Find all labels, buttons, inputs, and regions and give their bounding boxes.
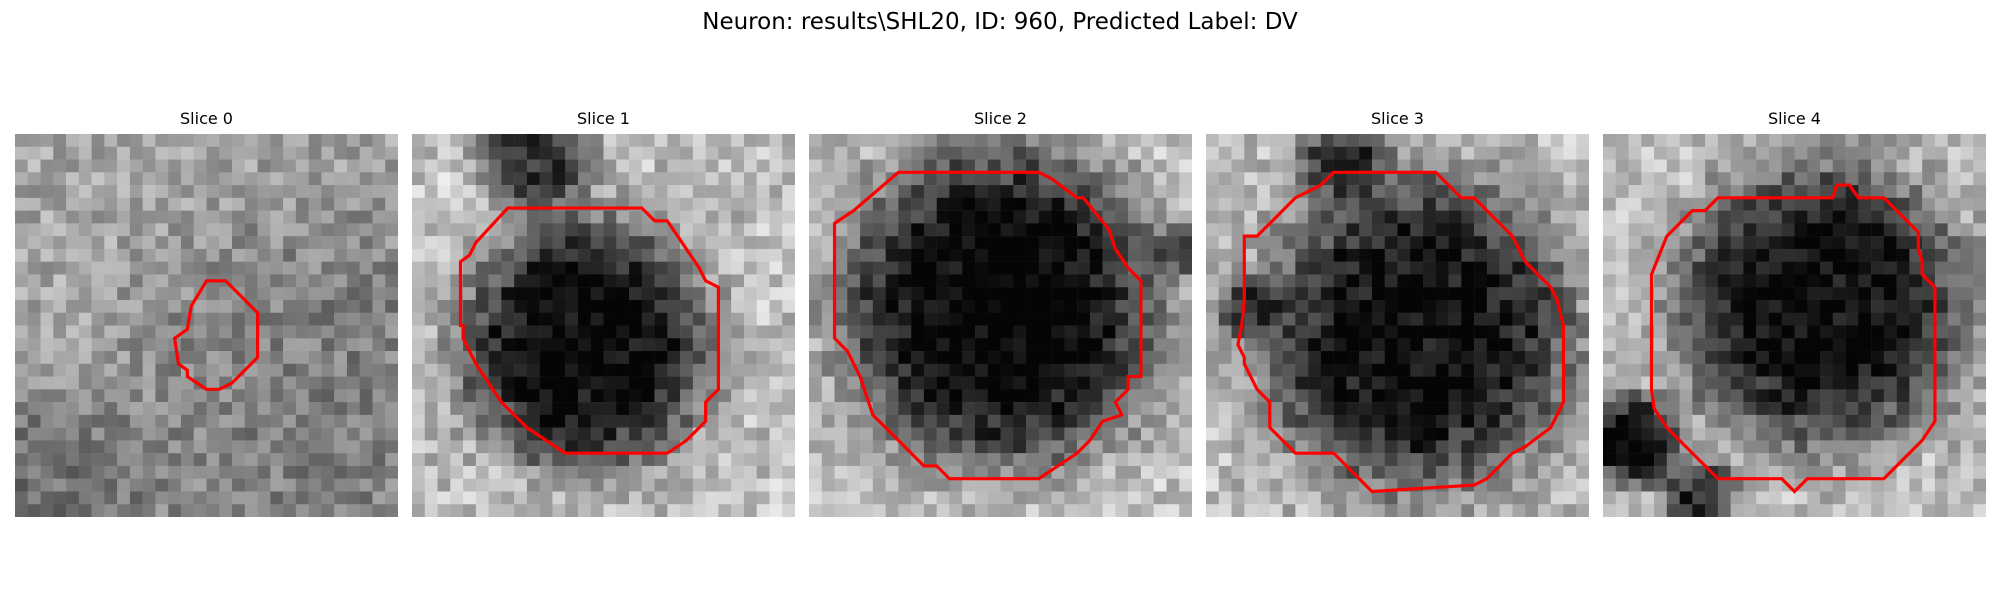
slice-image-4 bbox=[1603, 134, 1986, 517]
roi-contour bbox=[1649, 183, 1937, 494]
slice-panel-4: Slice 4 bbox=[1603, 108, 1986, 517]
slice-title-4: Slice 4 bbox=[1768, 109, 1821, 128]
pixel-grid bbox=[15, 134, 398, 517]
slice-panel-1: Slice 1 bbox=[412, 108, 795, 517]
slice-image-2 bbox=[809, 134, 1192, 517]
slice-title-0: Slice 0 bbox=[180, 109, 233, 128]
pixel-grid bbox=[1206, 134, 1589, 517]
roi-contour bbox=[832, 170, 1143, 481]
slice-image-0 bbox=[15, 134, 398, 517]
slice-image-1 bbox=[412, 134, 795, 517]
slice-panel-0: Slice 0 bbox=[15, 108, 398, 517]
figure-title: Neuron: results\SHL20, ID: 960, Predicte… bbox=[702, 9, 1298, 35]
roi-contour bbox=[1236, 170, 1566, 494]
slice-title-1: Slice 1 bbox=[577, 109, 630, 128]
roi-contour bbox=[458, 206, 720, 455]
roi-contour bbox=[172, 279, 260, 391]
slice-title-3: Slice 3 bbox=[1371, 109, 1424, 128]
pixel-grid bbox=[412, 134, 795, 517]
slice-title-2: Slice 2 bbox=[974, 109, 1027, 128]
slice-panel-3: Slice 3 bbox=[1206, 108, 1589, 517]
pixel-grid bbox=[1603, 134, 1986, 517]
slice-image-3 bbox=[1206, 134, 1589, 517]
pixel-grid bbox=[809, 134, 1192, 517]
slice-panel-2: Slice 2 bbox=[809, 108, 1192, 517]
